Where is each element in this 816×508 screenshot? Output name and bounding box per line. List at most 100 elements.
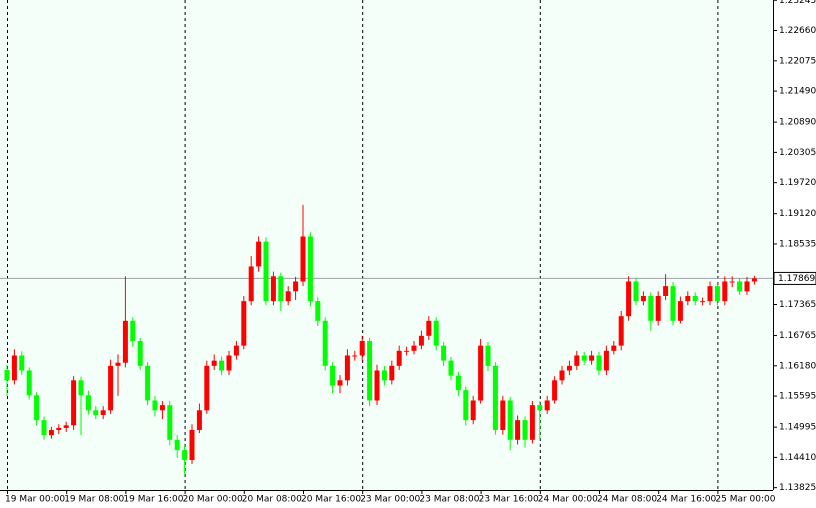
candle-body [108,365,114,411]
candle-body [56,427,62,430]
y-tick-label: 1.22075 [779,56,816,66]
candle-body [145,365,151,401]
candle-body [137,340,143,366]
candle-body [270,276,276,302]
y-tick-label: 1.21490 [779,87,816,97]
candle-body [411,345,417,351]
candle-body [685,295,691,302]
x-tick-label: 24 Mar 00:00 [538,495,598,505]
candle-body [529,405,535,440]
candle-body [433,320,439,346]
x-tick-label: 23 Mar 00:00 [360,495,420,505]
candle-body [640,295,646,302]
candle-body [581,355,587,361]
y-tick-label: 1.16765 [779,331,816,341]
candle-body [507,400,513,440]
candle-body [330,365,336,386]
candle-body [537,405,543,411]
candle-body [359,340,365,356]
candle-body [611,345,617,351]
candle-body [4,369,10,381]
candle-body [478,345,484,401]
candle-body [692,295,698,302]
candle-body [248,266,254,302]
y-tick-label: 1.18535 [779,239,816,249]
candle-body [93,410,99,415]
candle-body [515,420,521,440]
x-tick-label: 24 Mar 16:00 [656,495,716,505]
candle-body [174,439,180,451]
y-tick-label: 1.20305 [779,148,816,158]
candle-body [19,355,25,371]
plot-area [0,0,773,490]
candle-body [618,316,624,346]
candle-body [337,380,343,386]
candle-body [737,281,743,292]
candle-body [182,450,188,460]
candle-body [241,301,247,346]
candle-body [522,420,528,440]
candle-body [441,345,447,361]
x-tick-label: 25 Mar 00:00 [715,495,775,505]
candle-body [492,365,498,430]
candle-body [196,410,202,430]
y-tick-label: 1.14410 [779,453,816,463]
x-tick-label: 19 Mar 16:00 [123,495,183,505]
candle-body [233,345,239,356]
candle-body [455,375,461,391]
candle-body [100,410,106,415]
candle-body [677,301,683,321]
candle-body [404,350,410,352]
candle-body [574,355,580,366]
candle-body [396,350,402,366]
candle-body [500,400,506,430]
candle-body [26,370,32,396]
candle-body [707,286,713,302]
candle-body [633,281,639,302]
y-tick-label: 1.14995 [779,423,816,433]
y-tick-label: 1.22660 [779,26,816,36]
candle-body [293,281,299,292]
candle-body [167,405,173,440]
x-tick-label: 20 Mar 00:00 [183,495,243,505]
candle-body [285,291,291,302]
candle-body [559,370,565,381]
candle-body [470,400,476,421]
candle-body [655,295,661,321]
candle-body [256,241,262,267]
candle-body [263,241,269,302]
candle-body [352,355,358,357]
x-tick-label: 20 Mar 08:00 [242,495,302,505]
x-tick-label: 20 Mar 16:00 [301,495,361,505]
candle-body [544,400,550,411]
candle-body [122,320,128,363]
candle-body [714,286,720,302]
x-tick-label: 23 Mar 16:00 [479,495,539,505]
candle-body [751,278,757,282]
candle-body [426,320,432,336]
candle-body [219,360,225,371]
candle-body [226,355,232,371]
candle-body [670,286,676,321]
candle-body [722,281,728,302]
candle-body [744,281,750,292]
candle-body [322,320,328,366]
candle-body [11,355,17,381]
candle-body [381,370,387,381]
candle-body [485,345,491,366]
candle-body [315,301,321,321]
x-tick-label: 19 Mar 00:00 [5,495,65,505]
x-tick-label: 24 Mar 08:00 [597,495,657,505]
current-price-label: 1.17869 [778,274,815,284]
candle-body [552,380,558,401]
candle-body [648,295,654,321]
candle-body [589,355,595,361]
candle-body [41,420,47,436]
candle-body [85,395,91,411]
candle-body [344,355,350,381]
candle-body [603,350,609,371]
current-price-box [773,271,816,285]
candle-body [152,400,158,411]
candle-body [130,320,136,341]
y-tick-label: 1.17365 [779,300,816,310]
